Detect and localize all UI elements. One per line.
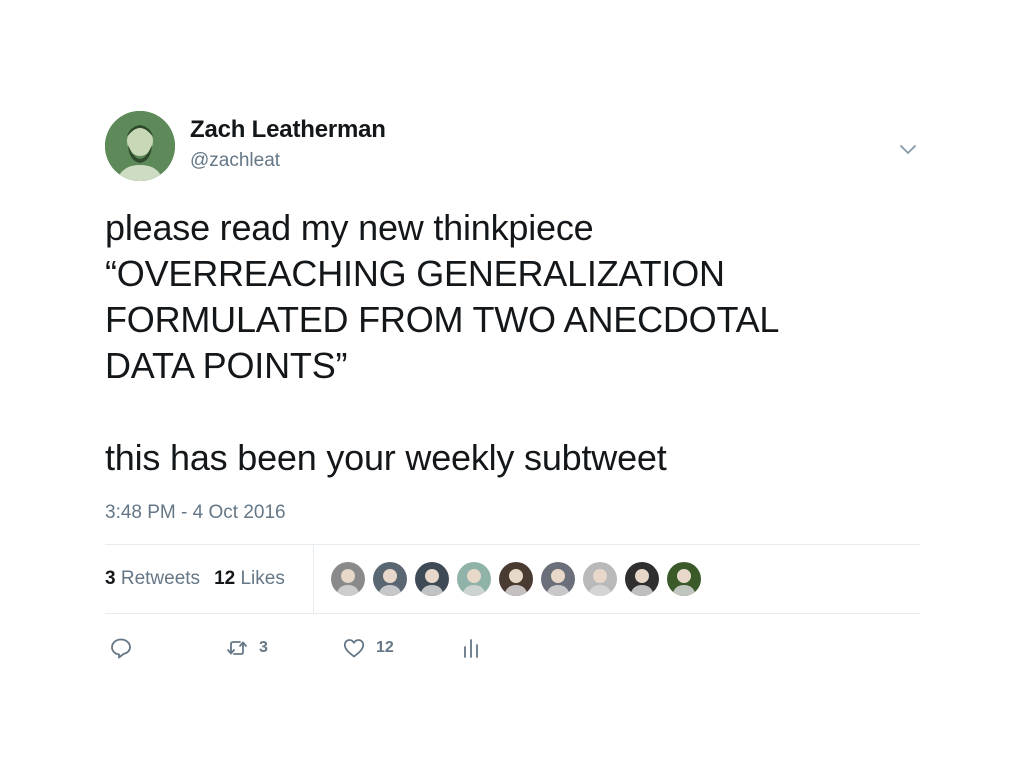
liker-avatar[interactable]: [499, 562, 533, 596]
tweet-line: “OVERREACHING GENERALIZATION: [105, 253, 725, 294]
liker-avatar[interactable]: [457, 562, 491, 596]
user-avatar-icon: [457, 562, 491, 596]
likes-label: Likes: [240, 568, 285, 589]
user-avatar-icon: [105, 111, 175, 181]
user-avatar-icon: [415, 562, 449, 596]
liker-avatar[interactable]: [583, 562, 617, 596]
liker-avatars: [331, 562, 701, 596]
tweet-line: please read my new thinkpiece: [105, 207, 594, 248]
reply-button[interactable]: [109, 634, 133, 662]
liker-avatar[interactable]: [331, 562, 365, 596]
tweet-card: Zach Leatherman @zachleat please read my…: [105, 108, 920, 708]
retweet-button[interactable]: 3: [225, 634, 268, 662]
like-button[interactable]: 12: [342, 634, 394, 662]
analytics-button[interactable]: [459, 634, 483, 662]
tweet-stats: 3 Retweets 12 Likes: [105, 544, 920, 614]
likes-count: 12: [214, 568, 236, 589]
tweet-line: DATA POINTS”: [105, 345, 348, 386]
tweet-actions: 3 12: [105, 630, 920, 666]
user-avatar-icon: [373, 562, 407, 596]
liker-avatar[interactable]: [625, 562, 659, 596]
author-avatar[interactable]: [105, 111, 175, 181]
user-avatar-icon: [625, 562, 659, 596]
author-handle[interactable]: @zachleat: [190, 150, 281, 171]
heart-icon: [343, 639, 365, 658]
stats-counts: 3 Retweets 12 Likes: [105, 545, 314, 613]
like-count: 12: [376, 639, 394, 656]
reply-icon: [111, 638, 131, 659]
retweets-count: 3: [105, 568, 116, 589]
analytics-icon: [464, 639, 478, 658]
author-display-name[interactable]: Zach Leatherman: [190, 116, 386, 143]
user-avatar-icon: [331, 562, 365, 596]
retweet-count: 3: [259, 639, 268, 656]
retweets-stat[interactable]: 3 Retweets: [105, 568, 200, 590]
user-avatar-icon: [583, 562, 617, 596]
liker-avatar[interactable]: [541, 562, 575, 596]
tweet-line: FORMULATED FROM TWO ANECDOTAL: [105, 299, 780, 340]
tweet-timestamp[interactable]: 3:48 PM - 4 Oct 2016: [105, 502, 286, 523]
user-avatar-icon: [667, 562, 701, 596]
user-avatar-icon: [499, 562, 533, 596]
liker-avatar[interactable]: [373, 562, 407, 596]
tweet-text: please read my new thinkpiece “OVERREACH…: [105, 205, 905, 481]
tweet-menu-button[interactable]: [897, 138, 919, 160]
likes-stat[interactable]: 12 Likes: [214, 568, 285, 590]
liker-avatar[interactable]: [415, 562, 449, 596]
retweet-icon: [227, 641, 247, 655]
user-avatar-icon: [541, 562, 575, 596]
retweets-label: Retweets: [120, 568, 201, 589]
liker-avatar[interactable]: [667, 562, 701, 596]
chevron-down-icon: [900, 145, 916, 154]
tweet-closing-line: this has been your weekly subtweet: [105, 437, 667, 478]
paragraph-spacer: [105, 389, 905, 435]
